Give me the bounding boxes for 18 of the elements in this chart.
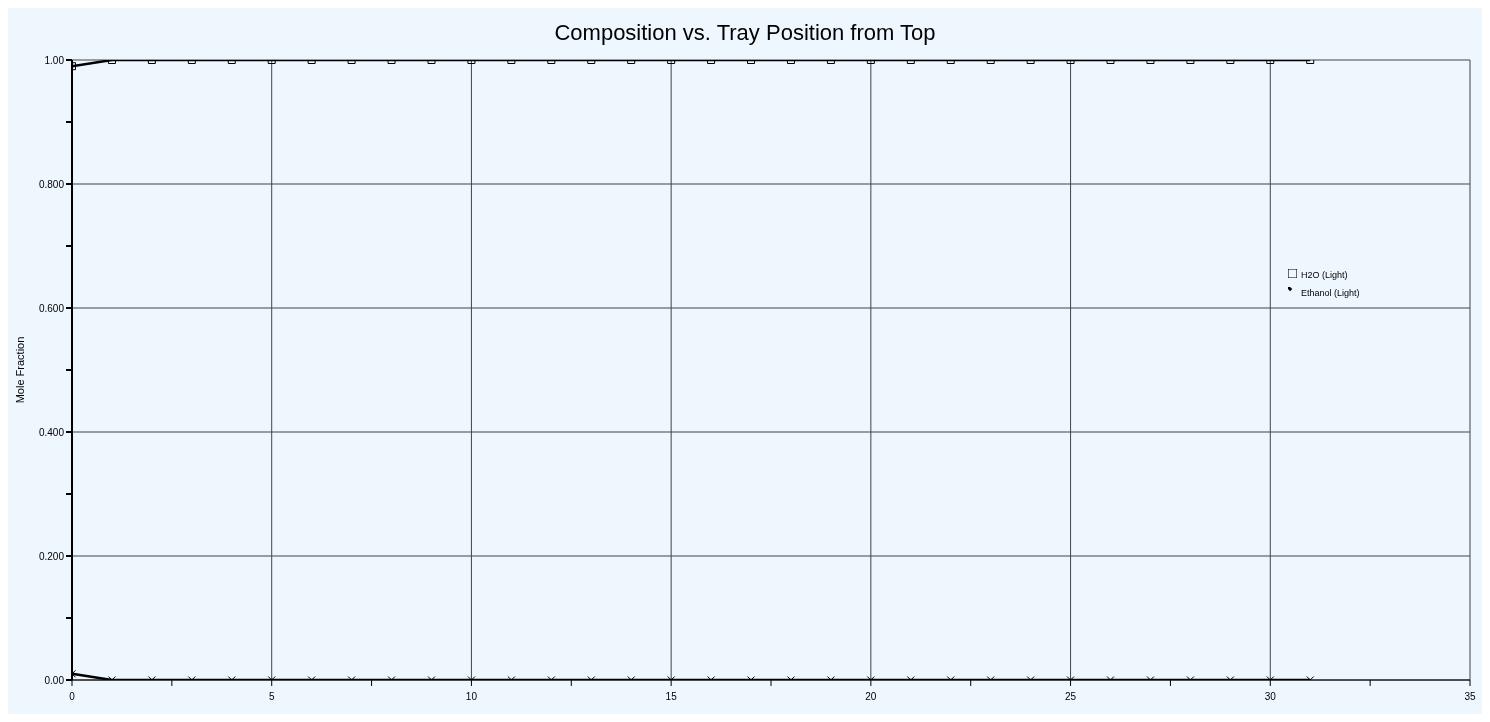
chart-title: Composition vs. Tray Position from Top <box>553 19 937 47</box>
x-tick-label: 35 <box>1464 691 1476 702</box>
x-tick-label: 15 <box>665 691 678 702</box>
y-tick-label: 0.800 <box>38 178 65 190</box>
y-axis-title: Mole Fraction <box>13 336 26 404</box>
legend-label: Ethanol (Light) <box>1301 288 1360 298</box>
y-tick-label: 0.400 <box>38 426 65 438</box>
y-tick-label: 0.600 <box>38 302 65 314</box>
x-tick-label: 0 <box>69 691 76 702</box>
x-tick-label: 10 <box>465 691 478 702</box>
y-tick-label: 0.00 <box>44 674 65 686</box>
x-tick-label: 20 <box>865 691 877 702</box>
legend-label: H2O (Light) <box>1301 270 1348 280</box>
y-tick-label: 0.200 <box>38 550 65 562</box>
y-tick-label: 1.00 <box>44 54 65 66</box>
x-tick-label: 5 <box>268 691 275 702</box>
x-tick-label: 30 <box>1264 691 1277 702</box>
x-tick-label: 25 <box>1065 691 1077 702</box>
